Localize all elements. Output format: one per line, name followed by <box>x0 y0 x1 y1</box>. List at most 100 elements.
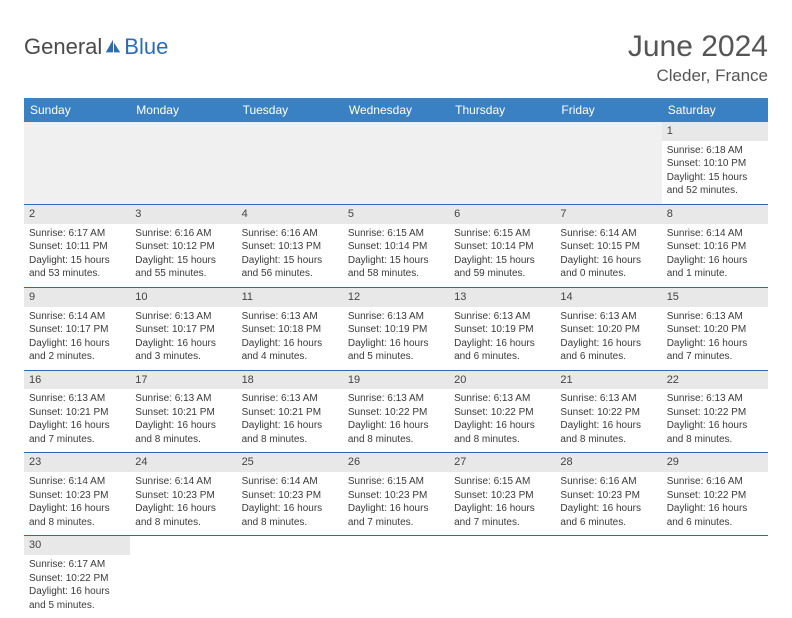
sunrise-line: Sunrise: 6:13 AM <box>454 392 550 406</box>
sunrise-line: Sunrise: 6:14 AM <box>29 475 125 489</box>
sunset-line: Sunset: 10:11 PM <box>29 240 125 254</box>
day-number: 3 <box>130 205 236 224</box>
daylight-line: Daylight: 16 hours and 8 minutes. <box>454 419 550 446</box>
sunrise-line: Sunrise: 6:13 AM <box>560 310 656 324</box>
day-number: 8 <box>662 205 768 224</box>
sunset-line: Sunset: 10:23 PM <box>135 489 231 503</box>
sunset-line: Sunset: 10:13 PM <box>242 240 338 254</box>
brand-logo: General Blue <box>24 30 168 60</box>
daylight-line: Daylight: 16 hours and 6 minutes. <box>454 337 550 364</box>
day-number: 1 <box>662 122 768 141</box>
sunset-line: Sunset: 10:17 PM <box>135 323 231 337</box>
daylight-line: Daylight: 16 hours and 8 minutes. <box>242 419 338 446</box>
daylight-line: Daylight: 15 hours and 52 minutes. <box>667 171 763 198</box>
sunrise-line: Sunrise: 6:14 AM <box>667 227 763 241</box>
sunrise-line: Sunrise: 6:17 AM <box>29 227 125 241</box>
calendar-cell <box>130 536 236 618</box>
brand-part2: Blue <box>124 34 168 60</box>
calendar-cell: 21Sunrise: 6:13 AMSunset: 10:22 PMDaylig… <box>555 370 661 453</box>
calendar-body: 1Sunrise: 6:18 AMSunset: 10:10 PMDayligh… <box>24 122 768 618</box>
sail-icon <box>104 38 122 56</box>
day-number: 19 <box>343 371 449 390</box>
sunrise-line: Sunrise: 6:14 AM <box>560 227 656 241</box>
calendar-cell: 27Sunrise: 6:15 AMSunset: 10:23 PMDaylig… <box>449 453 555 536</box>
calendar-table: SundayMondayTuesdayWednesdayThursdayFrid… <box>24 98 768 618</box>
calendar-cell: 16Sunrise: 6:13 AMSunset: 10:21 PMDaylig… <box>24 370 130 453</box>
daylight-line: Daylight: 16 hours and 4 minutes. <box>242 337 338 364</box>
calendar-cell: 2Sunrise: 6:17 AMSunset: 10:11 PMDayligh… <box>24 204 130 287</box>
calendar-cell: 12Sunrise: 6:13 AMSunset: 10:19 PMDaylig… <box>343 287 449 370</box>
sunset-line: Sunset: 10:22 PM <box>560 406 656 420</box>
calendar-cell: 19Sunrise: 6:13 AMSunset: 10:22 PMDaylig… <box>343 370 449 453</box>
sunset-line: Sunset: 10:23 PM <box>560 489 656 503</box>
daylight-line: Daylight: 16 hours and 1 minute. <box>667 254 763 281</box>
sunset-line: Sunset: 10:23 PM <box>454 489 550 503</box>
day-number: 4 <box>237 205 343 224</box>
calendar-cell: 3Sunrise: 6:16 AMSunset: 10:12 PMDayligh… <box>130 204 236 287</box>
day-number: 18 <box>237 371 343 390</box>
sunrise-line: Sunrise: 6:13 AM <box>348 310 444 324</box>
sunset-line: Sunset: 10:22 PM <box>348 406 444 420</box>
daylight-line: Daylight: 16 hours and 8 minutes. <box>348 419 444 446</box>
sunrise-line: Sunrise: 6:13 AM <box>560 392 656 406</box>
weekday-header: Sunday <box>24 98 130 122</box>
calendar-cell: 6Sunrise: 6:15 AMSunset: 10:14 PMDayligh… <box>449 204 555 287</box>
day-number: 28 <box>555 453 661 472</box>
sunset-line: Sunset: 10:22 PM <box>667 406 763 420</box>
day-number: 10 <box>130 288 236 307</box>
calendar-cell: 7Sunrise: 6:14 AMSunset: 10:15 PMDayligh… <box>555 204 661 287</box>
sunrise-line: Sunrise: 6:15 AM <box>348 227 444 241</box>
calendar-cell: 24Sunrise: 6:14 AMSunset: 10:23 PMDaylig… <box>130 453 236 536</box>
sunrise-line: Sunrise: 6:14 AM <box>135 475 231 489</box>
daylight-line: Daylight: 15 hours and 53 minutes. <box>29 254 125 281</box>
weekday-header: Saturday <box>662 98 768 122</box>
sunrise-line: Sunrise: 6:16 AM <box>135 227 231 241</box>
day-number: 29 <box>662 453 768 472</box>
daylight-line: Daylight: 15 hours and 55 minutes. <box>135 254 231 281</box>
calendar-cell <box>555 536 661 618</box>
calendar-cell: 9Sunrise: 6:14 AMSunset: 10:17 PMDayligh… <box>24 287 130 370</box>
calendar-row: 16Sunrise: 6:13 AMSunset: 10:21 PMDaylig… <box>24 370 768 453</box>
daylight-line: Daylight: 16 hours and 7 minutes. <box>348 502 444 529</box>
calendar-cell: 29Sunrise: 6:16 AMSunset: 10:22 PMDaylig… <box>662 453 768 536</box>
daylight-line: Daylight: 16 hours and 5 minutes. <box>348 337 444 364</box>
weekday-header: Friday <box>555 98 661 122</box>
day-number: 9 <box>24 288 130 307</box>
calendar-cell: 14Sunrise: 6:13 AMSunset: 10:20 PMDaylig… <box>555 287 661 370</box>
sunrise-line: Sunrise: 6:13 AM <box>135 310 231 324</box>
daylight-line: Daylight: 15 hours and 58 minutes. <box>348 254 444 281</box>
daylight-line: Daylight: 16 hours and 7 minutes. <box>667 337 763 364</box>
calendar-cell <box>449 122 555 204</box>
sunrise-line: Sunrise: 6:16 AM <box>242 227 338 241</box>
weekday-header: Tuesday <box>237 98 343 122</box>
sunrise-line: Sunrise: 6:13 AM <box>667 310 763 324</box>
sunset-line: Sunset: 10:22 PM <box>29 572 125 586</box>
day-number: 13 <box>449 288 555 307</box>
weekday-header: Thursday <box>449 98 555 122</box>
calendar-cell: 28Sunrise: 6:16 AMSunset: 10:23 PMDaylig… <box>555 453 661 536</box>
title-block: June 2024 Cleder, France <box>628 30 768 86</box>
sunrise-line: Sunrise: 6:15 AM <box>454 475 550 489</box>
sunset-line: Sunset: 10:21 PM <box>29 406 125 420</box>
calendar-cell: 5Sunrise: 6:15 AMSunset: 10:14 PMDayligh… <box>343 204 449 287</box>
daylight-line: Daylight: 16 hours and 8 minutes. <box>135 502 231 529</box>
daylight-line: Daylight: 16 hours and 8 minutes. <box>667 419 763 446</box>
sunset-line: Sunset: 10:10 PM <box>667 157 763 171</box>
header: General Blue June 2024 Cleder, France <box>24 30 768 86</box>
calendar-row: 23Sunrise: 6:14 AMSunset: 10:23 PMDaylig… <box>24 453 768 536</box>
daylight-line: Daylight: 16 hours and 0 minutes. <box>560 254 656 281</box>
daylight-line: Daylight: 16 hours and 8 minutes. <box>29 502 125 529</box>
day-number: 17 <box>130 371 236 390</box>
calendar-cell: 1Sunrise: 6:18 AMSunset: 10:10 PMDayligh… <box>662 122 768 204</box>
sunset-line: Sunset: 10:19 PM <box>348 323 444 337</box>
sunset-line: Sunset: 10:15 PM <box>560 240 656 254</box>
sunrise-line: Sunrise: 6:17 AM <box>29 558 125 572</box>
calendar-cell <box>130 122 236 204</box>
calendar-cell <box>24 122 130 204</box>
sunset-line: Sunset: 10:17 PM <box>29 323 125 337</box>
calendar-cell: 18Sunrise: 6:13 AMSunset: 10:21 PMDaylig… <box>237 370 343 453</box>
sunset-line: Sunset: 10:14 PM <box>348 240 444 254</box>
day-number: 25 <box>237 453 343 472</box>
location: Cleder, France <box>628 66 768 86</box>
sunrise-line: Sunrise: 6:16 AM <box>667 475 763 489</box>
